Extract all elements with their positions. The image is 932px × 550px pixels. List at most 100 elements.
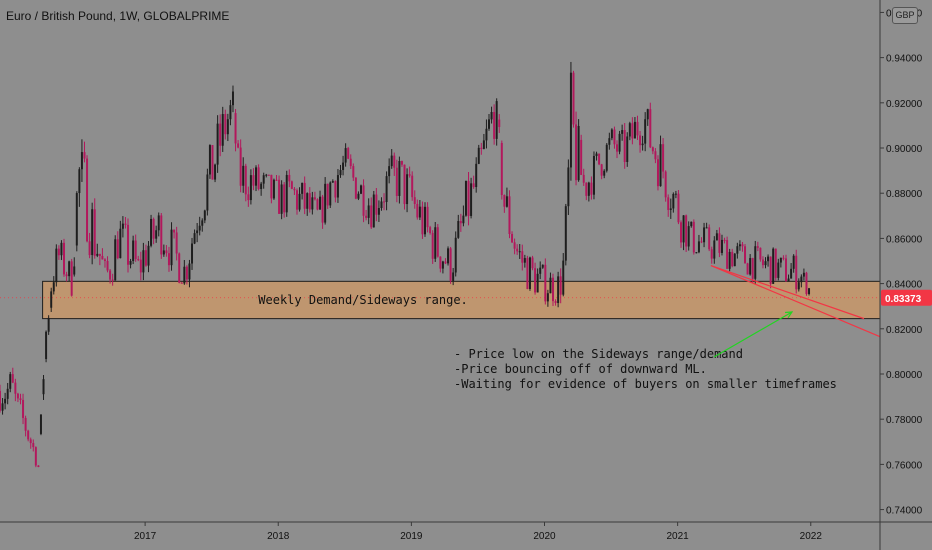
candle-body	[80, 152, 83, 170]
candle-body	[283, 184, 286, 213]
candle-body	[534, 268, 537, 293]
candle-body	[457, 220, 460, 238]
candle-body	[52, 282, 55, 292]
candle-body	[173, 229, 176, 233]
candle-body	[769, 256, 772, 284]
candle-body	[11, 374, 14, 383]
candle-body	[800, 276, 803, 283]
candle-body	[749, 258, 752, 275]
candle-body	[60, 242, 63, 256]
candle-body	[539, 267, 542, 274]
candle-body	[278, 179, 281, 214]
candle-body	[237, 143, 240, 148]
candle-body	[42, 379, 45, 395]
candle-body	[744, 246, 747, 264]
price-tick-label: 0.78000	[886, 415, 923, 426]
candle-body	[377, 208, 380, 215]
candle-body	[764, 261, 767, 266]
price-tick-label: 0.86000	[886, 234, 923, 245]
time-tick-label: 2022	[800, 531, 823, 542]
candle-body	[150, 218, 153, 246]
candle-body	[188, 263, 191, 280]
candle-body	[490, 112, 493, 120]
candle-body	[746, 263, 749, 275]
candle-body	[572, 72, 575, 125]
candle-body	[544, 264, 547, 302]
candle-body	[523, 258, 526, 263]
candle-body	[703, 227, 706, 243]
candle-body	[503, 194, 506, 207]
candle-body	[552, 277, 555, 302]
candle-body	[761, 259, 764, 266]
candle-body	[569, 72, 572, 168]
arrow-head-icon	[784, 311, 794, 319]
candle-body	[139, 259, 142, 273]
candle-body	[792, 255, 795, 269]
annotations-layer: Weekly Demand/Sideways range. - Price low…	[258, 293, 837, 391]
candle-body	[805, 272, 808, 295]
candle-body	[680, 222, 683, 243]
candle-body	[720, 239, 723, 253]
candle-body	[649, 109, 652, 148]
candle-body	[211, 145, 214, 180]
candle-body	[557, 276, 560, 303]
candle-body	[142, 250, 145, 273]
candle-body	[777, 262, 780, 278]
trend-line-1	[710, 264, 881, 338]
candle-body	[0, 390, 1, 411]
candle-body	[738, 244, 741, 247]
candle-body	[267, 174, 270, 176]
candle-body	[86, 158, 89, 242]
candle-body	[275, 179, 278, 181]
candle-body	[511, 234, 514, 243]
candle-body	[513, 242, 516, 249]
candle-body	[316, 199, 319, 210]
candle-body	[808, 288, 811, 295]
candle-body	[636, 121, 639, 136]
candle-body	[485, 128, 488, 141]
candle-body	[454, 237, 457, 273]
candle-body	[518, 251, 521, 253]
candle-body	[541, 264, 544, 268]
candle-body	[106, 260, 109, 271]
candle-body	[175, 232, 178, 254]
candle-body	[170, 229, 173, 266]
candle-body	[418, 206, 421, 218]
candle-body	[285, 174, 288, 213]
candle-body	[116, 239, 119, 259]
candle-body	[162, 250, 165, 255]
candle-body	[436, 227, 439, 257]
candle-body	[349, 158, 352, 167]
candle-body	[626, 136, 629, 162]
candle-body	[288, 174, 291, 182]
candle-body	[257, 167, 260, 190]
candle-body	[45, 331, 48, 360]
candle-body	[68, 261, 71, 277]
time-tick-label: 2017	[134, 531, 157, 542]
candle-body	[426, 206, 429, 228]
candle-body	[221, 114, 224, 146]
candle-body	[303, 182, 306, 209]
candle-body	[784, 258, 787, 282]
candle-body	[75, 193, 78, 246]
candle-body	[677, 193, 680, 223]
candle-body	[516, 248, 519, 252]
candle-body	[654, 151, 657, 160]
candle-body	[467, 180, 470, 216]
currency-button[interactable]: GBP	[892, 7, 918, 24]
candle-body	[308, 193, 311, 210]
candle-body	[559, 276, 562, 295]
candle-body	[152, 218, 155, 239]
candle-body	[16, 393, 19, 399]
candle-body	[669, 208, 672, 210]
candle-body	[713, 240, 716, 259]
time-axis: 2017 2018 2019 2020 2021 2022	[0, 521, 932, 542]
candle-body	[103, 259, 106, 261]
candle-body	[83, 152, 86, 159]
candle-body	[633, 121, 636, 139]
candle-body	[690, 221, 693, 227]
candle-body	[470, 183, 473, 216]
candle-body	[295, 190, 298, 210]
candle-body	[167, 253, 170, 266]
